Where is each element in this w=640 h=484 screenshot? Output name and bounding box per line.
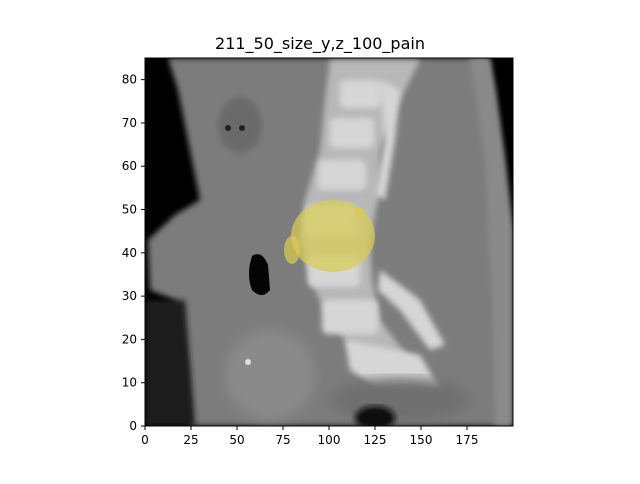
x-tick-label: 175	[456, 433, 479, 447]
x-tick-label: 75	[275, 433, 290, 447]
y-tick-label: 20	[122, 332, 137, 346]
x-tick-label: 100	[318, 433, 341, 447]
figure-title: 211_50_size_y,z_100_pain	[215, 34, 425, 53]
y-tick-label: 30	[122, 289, 137, 303]
y-tick-label: 80	[122, 73, 137, 87]
x-tick-label: 150	[410, 433, 433, 447]
y-tick-label: 40	[122, 246, 137, 260]
x-axis: 0 25 50 75 100 125 150 175	[141, 426, 478, 447]
x-tick-label: 125	[364, 433, 387, 447]
segmentation-overlay	[284, 200, 375, 272]
x-tick-label: 25	[183, 433, 198, 447]
y-tick-label: 60	[122, 159, 137, 173]
y-axis: 0 10 20 30 40 50 60 70 80	[122, 73, 145, 433]
x-tick-label: 50	[229, 433, 244, 447]
y-tick-label: 10	[122, 376, 137, 390]
y-tick-label: 70	[122, 116, 137, 130]
x-tick-label: 0	[141, 433, 149, 447]
y-tick-label: 50	[122, 203, 137, 217]
y-tick-label: 0	[129, 419, 137, 433]
ct-image	[145, 58, 513, 426]
